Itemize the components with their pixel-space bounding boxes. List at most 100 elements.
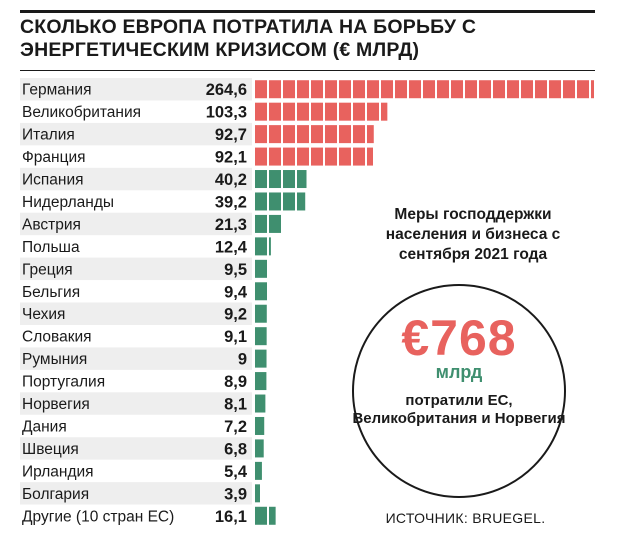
value-label: 9 bbox=[238, 351, 247, 369]
bar-segment bbox=[297, 80, 309, 99]
bar-segment bbox=[269, 192, 281, 211]
bar-segment bbox=[325, 125, 337, 144]
bars bbox=[255, 80, 594, 525]
bar-segment bbox=[269, 102, 281, 121]
info-text: Меры господдержки населения и бизнеса с … bbox=[385, 206, 561, 263]
value-label: 3,9 bbox=[224, 485, 247, 503]
bar-segment bbox=[269, 170, 281, 189]
bar bbox=[255, 147, 373, 166]
bar bbox=[255, 259, 267, 278]
bar-segment bbox=[269, 147, 281, 166]
bar-segment bbox=[283, 102, 295, 121]
bar-segment bbox=[255, 102, 267, 121]
row-band bbox=[20, 302, 252, 325]
category-label: Словакия bbox=[22, 329, 92, 346]
value-label: 21,3 bbox=[215, 216, 247, 234]
row-band bbox=[20, 437, 252, 460]
category-label: Франция bbox=[22, 149, 86, 166]
row-band bbox=[20, 167, 252, 191]
value-label: 9,5 bbox=[224, 261, 247, 279]
row-band bbox=[20, 78, 252, 101]
category-label: Румыния bbox=[22, 351, 87, 368]
bar-segment bbox=[339, 147, 351, 166]
bar-segment bbox=[311, 147, 323, 166]
value-label: 9,2 bbox=[224, 306, 247, 324]
category-label: Болгария bbox=[22, 486, 89, 503]
bar bbox=[255, 372, 267, 391]
bar-segment bbox=[255, 372, 267, 391]
row-band bbox=[20, 122, 252, 146]
bar-segment bbox=[269, 214, 281, 233]
bar-segment bbox=[255, 214, 267, 233]
value-label: 9,1 bbox=[224, 328, 247, 346]
category-label: Ирландия bbox=[22, 463, 94, 480]
category-label: Нидерланды bbox=[22, 194, 114, 211]
category-label: Польша bbox=[22, 239, 80, 256]
bar-segment bbox=[353, 147, 365, 166]
bar bbox=[255, 237, 271, 256]
title-rule bbox=[20, 70, 595, 71]
bar-segment bbox=[577, 80, 589, 99]
value-label: 5,4 bbox=[224, 463, 248, 481]
bar-segment bbox=[367, 102, 379, 121]
bar-segment bbox=[255, 484, 260, 503]
bar-segment bbox=[339, 80, 351, 99]
value-label: 16,1 bbox=[215, 508, 247, 526]
bar-segment bbox=[381, 80, 393, 99]
bar-segment bbox=[255, 327, 267, 346]
bar-segment bbox=[255, 461, 262, 480]
category-label: Австрия bbox=[22, 216, 81, 233]
bar bbox=[255, 439, 264, 458]
chart-title: СКОЛЬКО ЕВРОПА ПОТРАТИЛА НА БОРЬБУ С ЭНЕ… bbox=[20, 16, 477, 61]
bar-segment bbox=[367, 80, 379, 99]
total-circle bbox=[352, 284, 566, 498]
bar bbox=[255, 327, 267, 346]
bar bbox=[255, 282, 267, 301]
value-label: 8,1 bbox=[224, 396, 247, 414]
bar-segment bbox=[437, 80, 449, 99]
category-label: Бельгия bbox=[22, 284, 80, 301]
value-label: 40,2 bbox=[215, 171, 247, 189]
bar-segment bbox=[465, 80, 477, 99]
bar-segment bbox=[549, 80, 561, 99]
bar bbox=[255, 416, 265, 435]
value-labels: 264,6 103,3 92,7 92,1 40,2 39,2 21,3 12,4 9,5 9,4… bbox=[206, 81, 248, 526]
bar-segment bbox=[255, 80, 267, 99]
bar-segment bbox=[255, 192, 267, 211]
bar-segment bbox=[339, 125, 351, 144]
category-label: Норвегия bbox=[22, 396, 90, 413]
category-label: Швеция bbox=[22, 441, 79, 458]
bar-segment bbox=[255, 439, 264, 458]
bar-segment bbox=[255, 394, 266, 413]
row-band bbox=[20, 392, 252, 415]
bar-segment bbox=[283, 80, 295, 99]
bar-segment bbox=[451, 80, 463, 99]
total-amount: €768 bbox=[401, 310, 517, 366]
category-label: Другие (10 стран ЕС) bbox=[22, 508, 174, 525]
bar-segment bbox=[255, 237, 267, 256]
bar bbox=[255, 506, 276, 525]
bar-segment bbox=[269, 125, 281, 144]
bar-segment bbox=[395, 80, 407, 99]
bar-segment bbox=[311, 125, 323, 144]
bar-segment bbox=[367, 125, 374, 144]
row-bands bbox=[20, 78, 252, 505]
category-labels: Германия Великобритания Италия Франция Испан… bbox=[22, 82, 174, 526]
total-caption: потратили ЕС, Великобритания и Норвегия bbox=[352, 392, 566, 427]
total-unit: млрд bbox=[435, 362, 483, 382]
bar-segment bbox=[255, 506, 267, 525]
bar-segment bbox=[269, 80, 281, 99]
bar-segment bbox=[353, 125, 365, 144]
category-label: Португалия bbox=[22, 374, 105, 391]
category-label: Дания bbox=[22, 418, 67, 435]
bar-segment bbox=[255, 259, 267, 278]
row-band bbox=[20, 212, 252, 236]
value-label: 103,3 bbox=[206, 104, 247, 122]
bar-segment bbox=[423, 80, 435, 99]
category-label: Великобритания bbox=[22, 104, 141, 121]
category-label: Испания bbox=[22, 172, 84, 189]
value-label: 8,9 bbox=[224, 373, 247, 391]
category-label: Италия bbox=[22, 127, 75, 144]
bar-segment bbox=[409, 80, 421, 99]
